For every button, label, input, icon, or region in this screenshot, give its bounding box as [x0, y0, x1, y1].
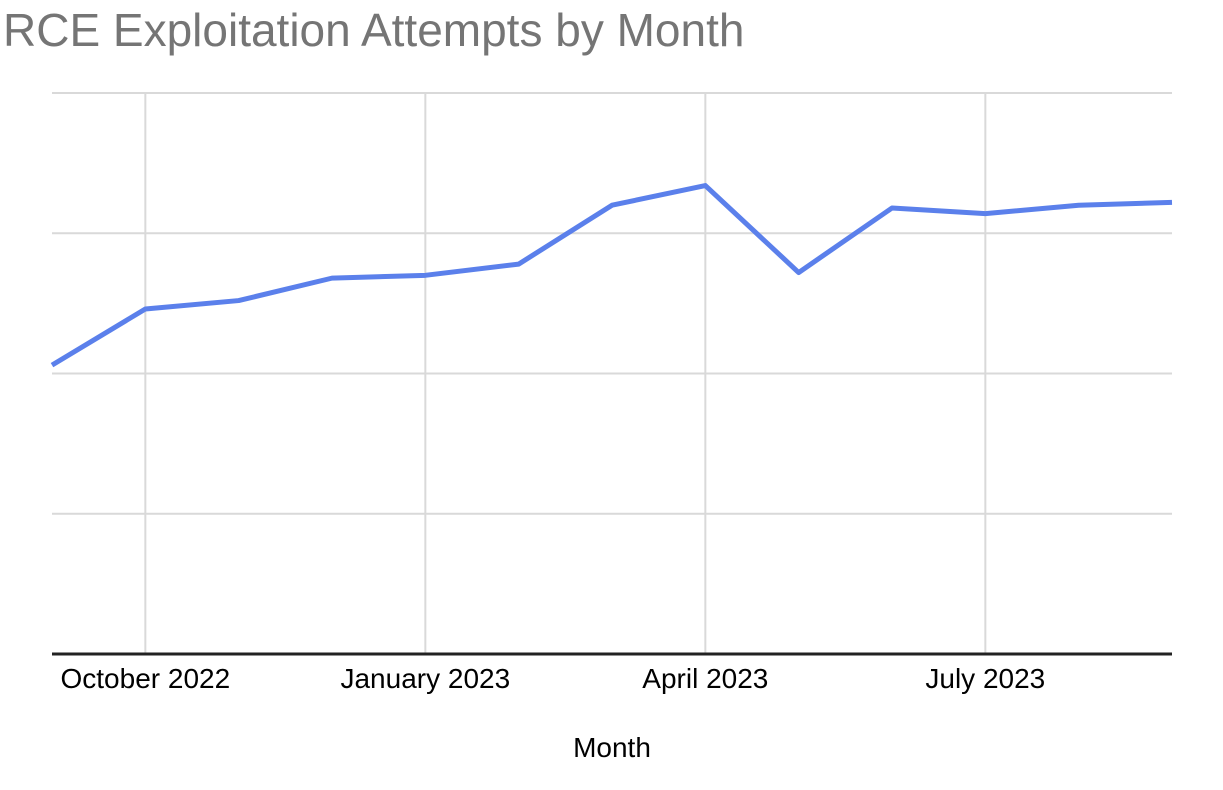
x-axis-title: Month	[573, 732, 651, 763]
chart-title: RCE Exploitation Attempts by Month	[3, 4, 745, 56]
data-series-line	[50, 183, 1173, 368]
